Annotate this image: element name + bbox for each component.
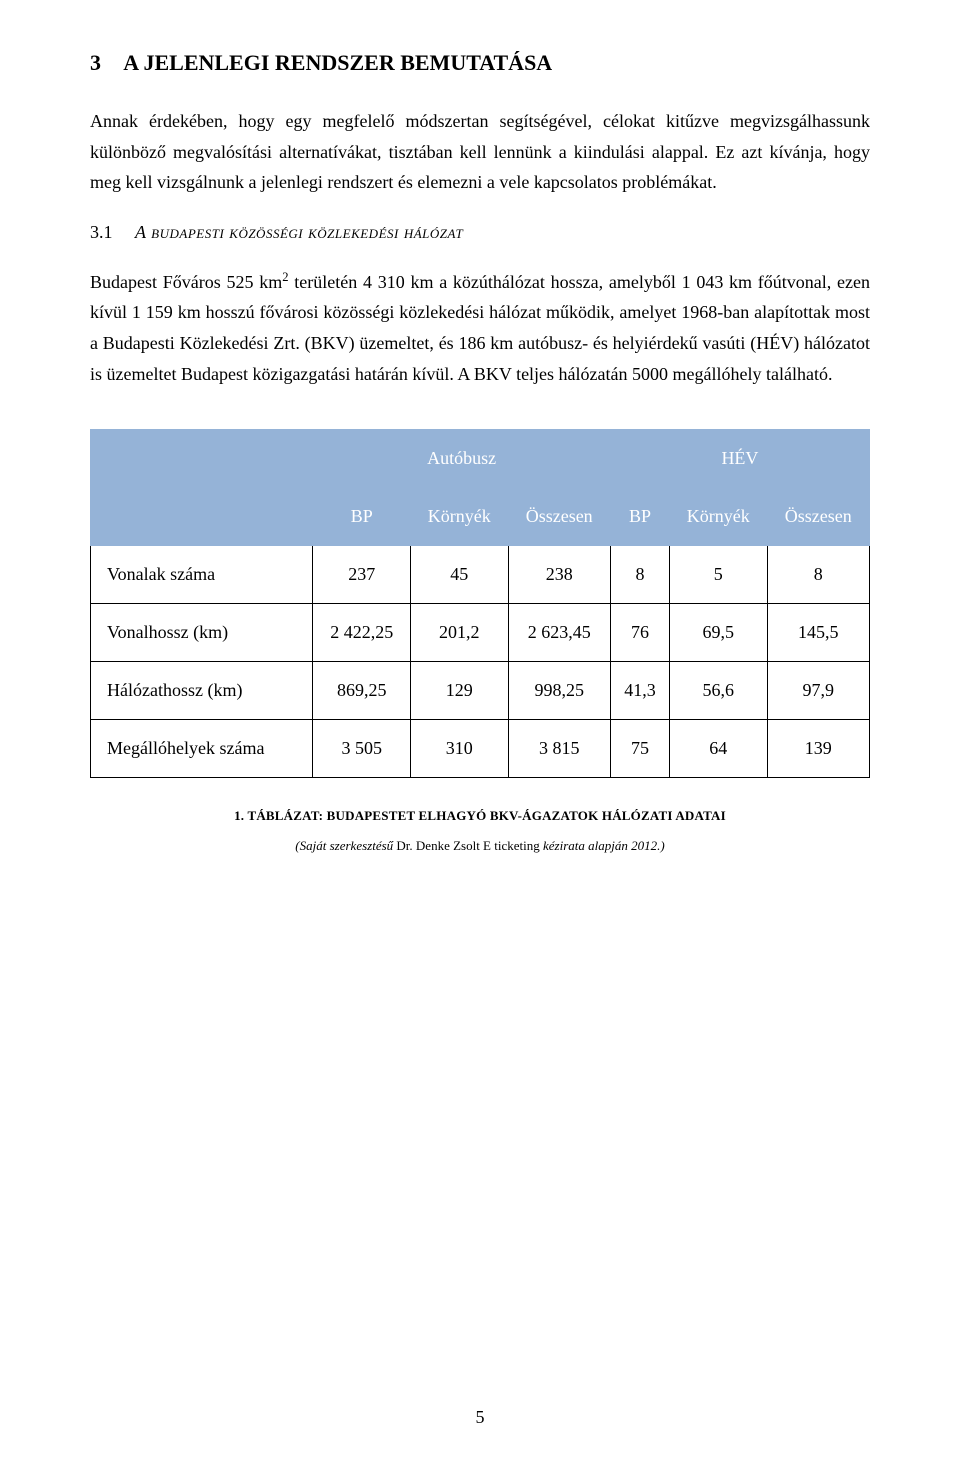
col-group-hev: HÉV [610,430,869,488]
cell: 139 [767,720,869,778]
subcol: BP [610,488,669,546]
col-group-autobusz: Autóbusz [313,430,610,488]
subcol: Összesen [767,488,869,546]
cell: 8 [610,546,669,604]
cell: 237 [313,546,411,604]
cell: 41,3 [610,662,669,720]
table-body: Vonalak száma 237 45 238 8 5 8 Vonalhoss… [91,546,870,778]
cell: 56,6 [670,662,768,720]
paragraph-body: Budapest Főváros 525 km2 területén 4 310… [90,267,870,389]
heading1-title: A JELENLEGI RENDSZER BEMUTATÁSA [123,50,552,75]
cell: 2 623,45 [508,604,610,662]
cell: 3 505 [313,720,411,778]
table-head: Autóbusz HÉV BP Környék Összesen BP Körn… [91,430,870,546]
cell: 76 [610,604,669,662]
paragraph-intro: Annak érdekében, hogy egy megfelelő móds… [90,106,870,198]
row-label: Megállóhelyek száma [91,720,313,778]
row-label: Hálózathossz (km) [91,662,313,720]
source-post: kézirata alapján 2012.) [543,838,665,853]
cell: 129 [410,662,508,720]
cell: 75 [610,720,669,778]
heading2-title: A budapesti közösségi közlekedési hálóza… [135,222,463,242]
table-source: (Saját szerkesztésű Dr. Denke Zsolt E ti… [90,838,870,854]
source-roman: Dr. Denke Zsolt E ticketing [396,838,543,853]
table-row: Hálózathossz (km) 869,25 129 998,25 41,3… [91,662,870,720]
cell: 8 [767,546,869,604]
row-label: Vonalhossz (km) [91,604,313,662]
cell: 998,25 [508,662,610,720]
cell: 238 [508,546,610,604]
source-pre: (Saját szerkesztésű [295,838,396,853]
heading-level-2: 3.1 A budapesti közösségi közlekedési há… [90,222,870,243]
cell: 3 815 [508,720,610,778]
heading-level-1: 3 A JELENLEGI RENDSZER BEMUTATÁSA [90,50,870,76]
data-table: Autóbusz HÉV BP Környék Összesen BP Körn… [90,429,870,778]
cell: 310 [410,720,508,778]
cell: 145,5 [767,604,869,662]
para2-pre: Budapest Főváros 525 km [90,272,282,292]
heading2-number: 3.1 [90,222,113,242]
table-corner-cell [91,430,313,546]
subcol: BP [313,488,411,546]
cell: 869,25 [313,662,411,720]
row-label: Vonalak száma [91,546,313,604]
table-header-row-groups: Autóbusz HÉV [91,430,870,488]
heading1-number: 3 [90,50,101,75]
cell: 45 [410,546,508,604]
cell: 201,2 [410,604,508,662]
table-caption: 1. TÁBLÁZAT: BUDAPESTET ELHAGYÓ BKV-ÁGAZ… [90,808,870,824]
table-row: Vonalak száma 237 45 238 8 5 8 [91,546,870,604]
table-row: Vonalhossz (km) 2 422,25 201,2 2 623,45 … [91,604,870,662]
cell: 64 [670,720,768,778]
cell: 69,5 [670,604,768,662]
subcol: Környék [410,488,508,546]
page-number: 5 [0,1407,960,1428]
cell: 5 [670,546,768,604]
cell: 2 422,25 [313,604,411,662]
table-row: Megállóhelyek száma 3 505 310 3 815 75 6… [91,720,870,778]
subcol: Környék [670,488,768,546]
subcol: Összesen [508,488,610,546]
cell: 97,9 [767,662,869,720]
page: 3 A JELENLEGI RENDSZER BEMUTATÁSA Annak … [0,0,960,1458]
